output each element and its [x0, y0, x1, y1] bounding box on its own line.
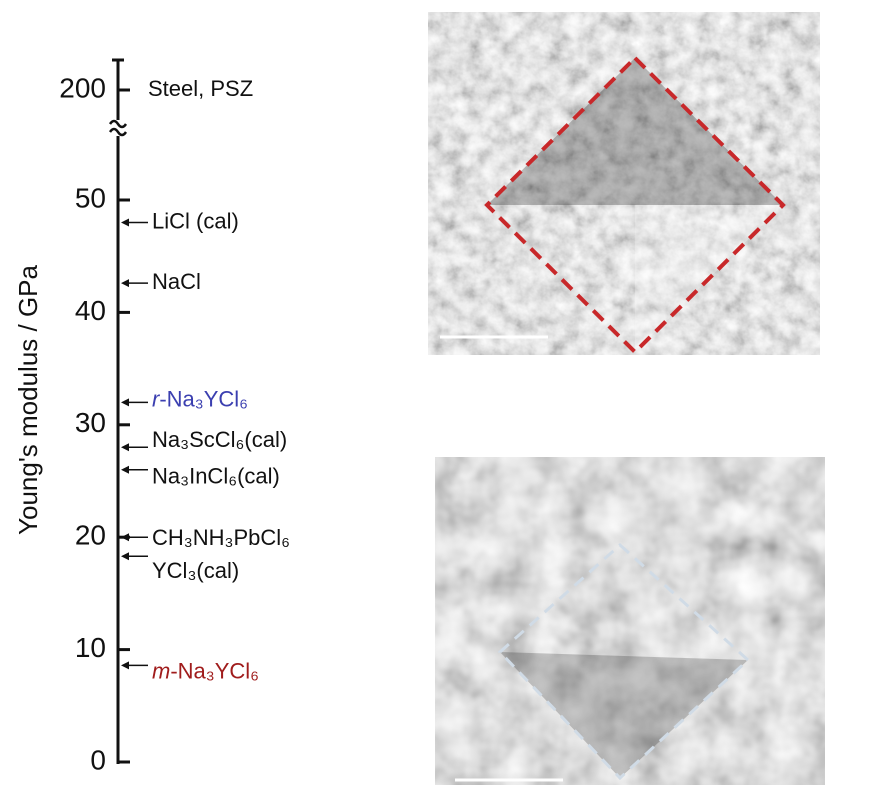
value-label: Na₃ScCl₆(cal): [152, 427, 287, 452]
arrow-head: [121, 443, 129, 452]
arrow-head: [121, 552, 129, 561]
value-label: m-Na₃YCl₆: [152, 658, 259, 683]
arrow-head: [121, 661, 129, 670]
arrow-head: [121, 465, 129, 474]
value-label: YCl₃(cal): [152, 558, 239, 583]
y-tick-label: 30: [75, 407, 106, 438]
value-label: Steel, PSZ: [148, 76, 253, 101]
y-tick-label: 10: [75, 632, 106, 663]
axis: [108, 58, 128, 764]
value-label: r-Na₃YCl₆: [152, 386, 248, 411]
value-label: NaCl: [152, 269, 201, 294]
micrograph-bottom: [435, 457, 825, 785]
micrograph-top: [428, 12, 820, 355]
y-tick-label: 0: [90, 744, 106, 775]
y-tick-label: 200: [59, 72, 106, 103]
y-axis-label: Young's modulus / GPa: [13, 264, 43, 534]
arrow-head: [121, 279, 129, 288]
y-tick-label: 50: [75, 182, 106, 213]
arrow-head: [121, 218, 129, 227]
value-label: LiCl (cal): [152, 208, 239, 233]
value-label: CH₃NH₃PbCl₆: [152, 525, 290, 550]
y-tick-label: 40: [75, 295, 106, 326]
value-label: Na₃InCl₆(cal): [152, 464, 280, 489]
arrow-head: [121, 398, 129, 407]
y-tick-label: 20: [75, 520, 106, 551]
arrow-head: [121, 533, 129, 542]
